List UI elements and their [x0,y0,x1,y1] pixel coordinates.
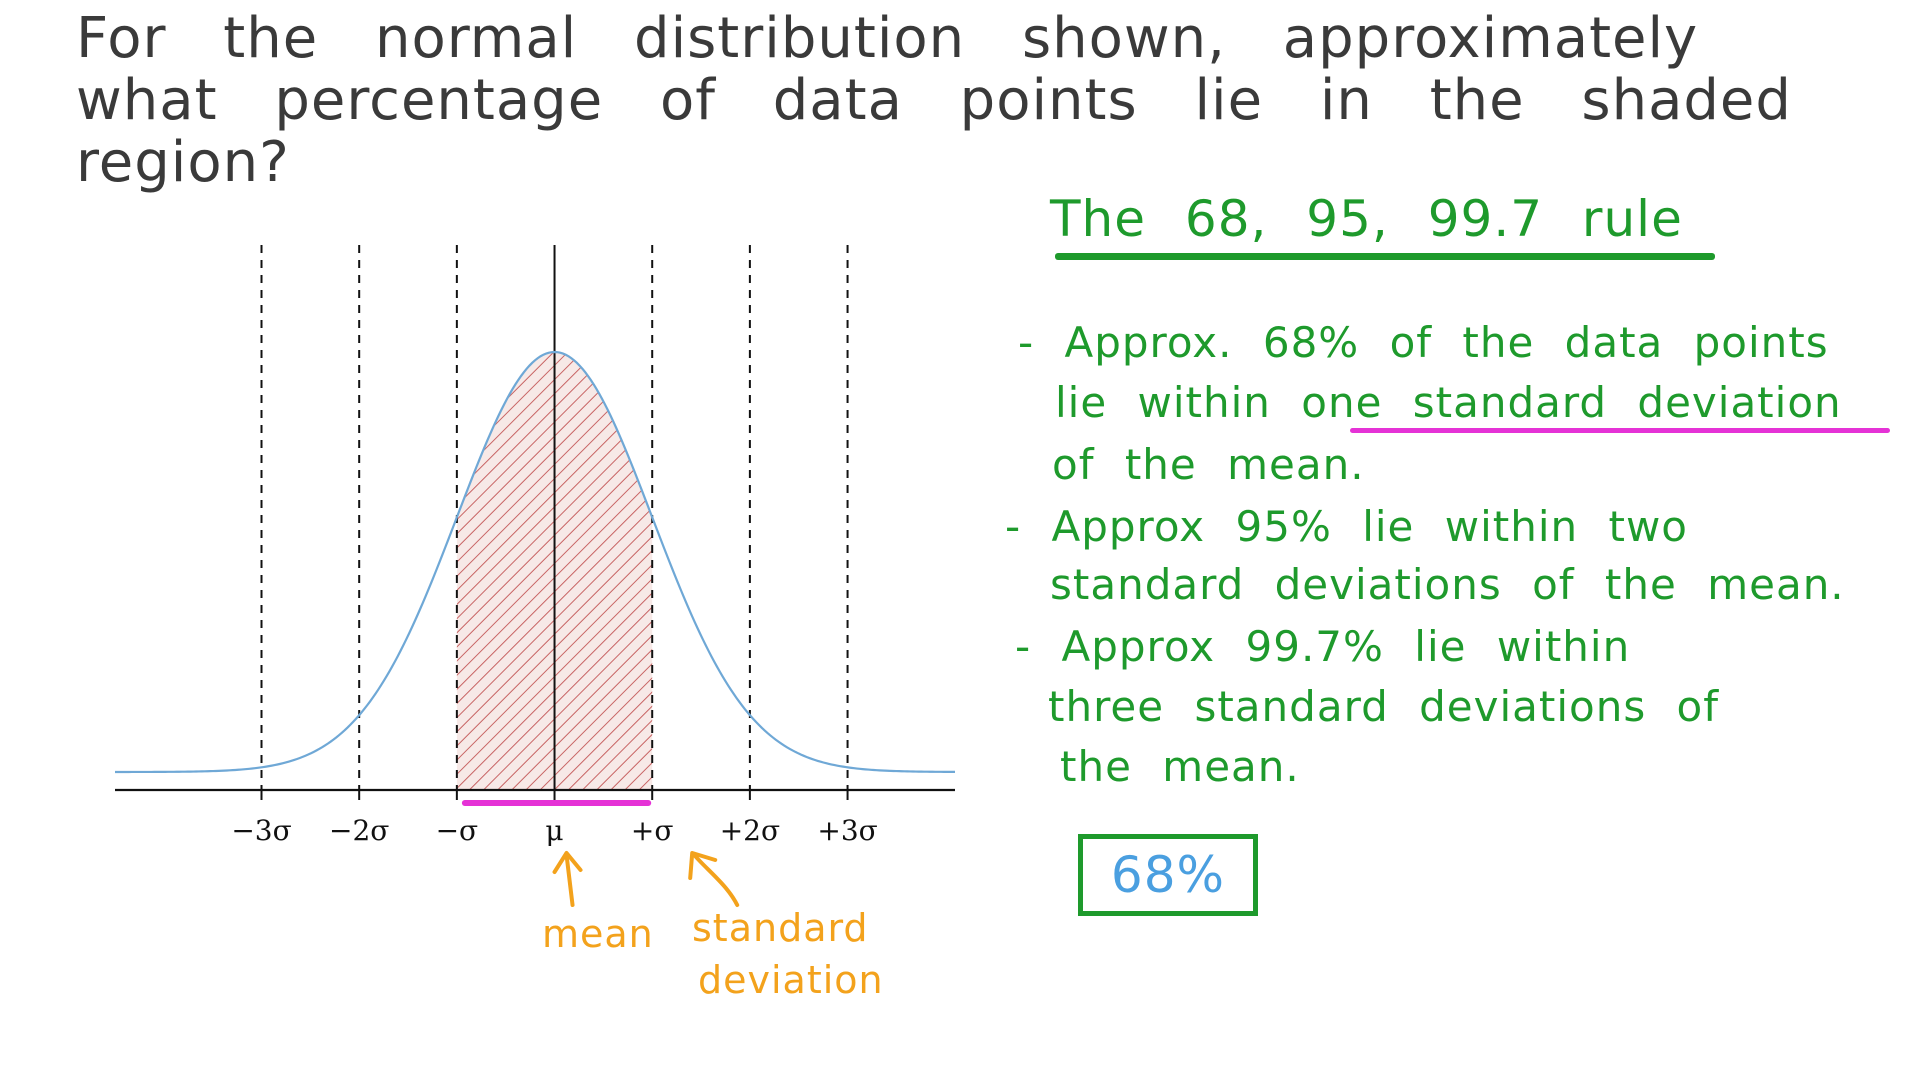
rule-title-underline [1055,253,1715,260]
tick-label: +3σ [817,814,877,847]
tick-label: μ [545,814,563,847]
sd-arrow-head [688,851,718,880]
bullet2-line2: standard deviations of the mean. [1050,560,1845,609]
question-text: For the normal distribution shown, appro… [76,6,1792,195]
bullet2-line1: - Approx 95% lie within two [1005,502,1689,551]
one-sd-highlight-underline [1350,428,1890,433]
mean-annotation: mean [542,912,654,956]
sd-annotation-line2: deviation [698,958,884,1002]
sd-annotation-line1: standard [692,906,869,950]
normal-curve [115,350,956,774]
tick-label: +2σ [720,814,780,847]
sd-arrow-shaft [692,853,740,907]
bullet3-line3: the mean. [1060,742,1300,791]
bullet1-line3: of the mean. [1052,440,1365,489]
bullet3-line1: - Approx 99.7% lie within [1015,622,1631,671]
mean-arrow-shaft [564,853,575,907]
tick-label: −3σ [231,814,291,847]
tick-label: −σ [436,814,479,847]
bullet1-line1: - Approx. 68% of the data points [1018,318,1829,367]
rule-title: The 68, 95, 99.7 rule [1050,190,1683,248]
tick-label: +σ [631,814,674,847]
answer-box: 68% [1078,834,1258,916]
bullet3-line2: three standard deviations of [1048,682,1720,731]
bullet1-line2: lie within one standard deviation [1055,378,1842,427]
mean-arrow-head [552,851,583,874]
tick-label: −2σ [329,814,389,847]
